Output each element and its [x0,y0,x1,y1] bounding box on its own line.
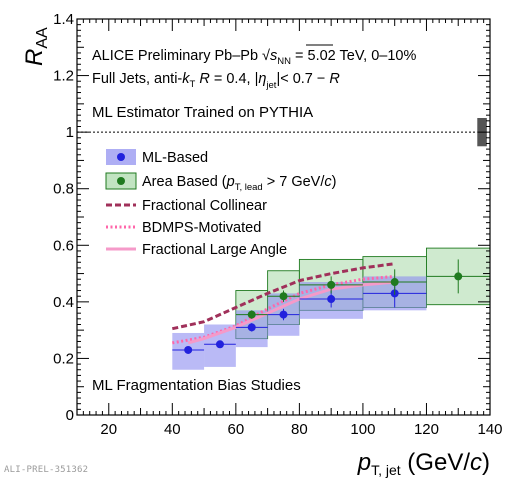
x-tick-label: 60 [228,421,245,438]
x-axis-title: pT, jet (GeV/c) [357,449,490,478]
axes: 20 40 60 80 100 120 140 0 0.2 0.4 0.6 0.8 1 1.2 1.4 pT,… [21,11,503,478]
annotations: ALICE Preliminary Pb–Pb √sNN = 5.02 TeV,… [92,44,416,394]
systematic-boxes [172,247,491,370]
ml-based-point [247,323,256,332]
curve-0 [171,262,395,331]
y-tick-label: 1 [66,124,74,141]
figure-id: ALI-PREL-351362 [4,465,89,475]
annotation-line3: ML Estimator Trained on PYTHIA [92,104,313,121]
ml-based-point [184,345,193,354]
area-based-point [279,292,288,301]
area-based-point [454,272,463,281]
y-tick-label: 0 [66,407,74,424]
x-tick-label: 100 [350,421,375,438]
y-tick-label: 1.4 [53,11,74,28]
curve-2 [187,280,395,345]
ml-based-point [327,295,336,304]
reference-line-group [77,118,490,147]
legend: ML-Based Area Based (pT, lead > 7 GeV/c) F… [105,149,336,258]
annotation-line1: ALICE Preliminary Pb–Pb √sNN = 5.02 TeV,… [92,48,416,67]
y-tick-label: 0.6 [53,237,74,254]
y-axis-title: RAA [21,27,51,66]
x-tick-label: 80 [291,421,308,438]
y-tick-label: 0.2 [53,350,74,367]
x-tick-label: 140 [477,421,502,438]
ml-based-point [279,310,288,319]
y-tick-label: 1.2 [53,68,74,85]
y-tick-label: 0.8 [53,181,74,198]
area-based-point [327,280,336,289]
annotation-bottom: ML Fragmentation Bias Studies [92,377,301,394]
x-tick-label: 120 [414,421,439,438]
annotation-line2: Full Jets, anti-kT R = 0.4, |ηjet|< 0.7 … [92,71,340,91]
legend-ml-label: ML-Based [142,150,208,166]
legend-curve-label-1: BDMPS-Motivated [142,220,261,236]
data-points [172,259,490,354]
model-curves [171,262,395,345]
area-based-point [247,310,256,319]
legend-area-label: Area Based (pT, lead > 7 GeV/c) [142,174,336,193]
x-tick-label: 20 [100,421,117,438]
legend-ml-marker [117,153,125,161]
ml-based-point [215,340,224,349]
legend-area-marker [117,177,125,185]
x-tick-label: 40 [164,421,181,438]
y-tick-label: 0.4 [53,294,74,311]
legend-curve-label-2: Fractional Large Angle [142,242,287,258]
area-based-point [390,278,399,287]
legend-curve-label-0: Fractional Collinear [142,198,267,214]
